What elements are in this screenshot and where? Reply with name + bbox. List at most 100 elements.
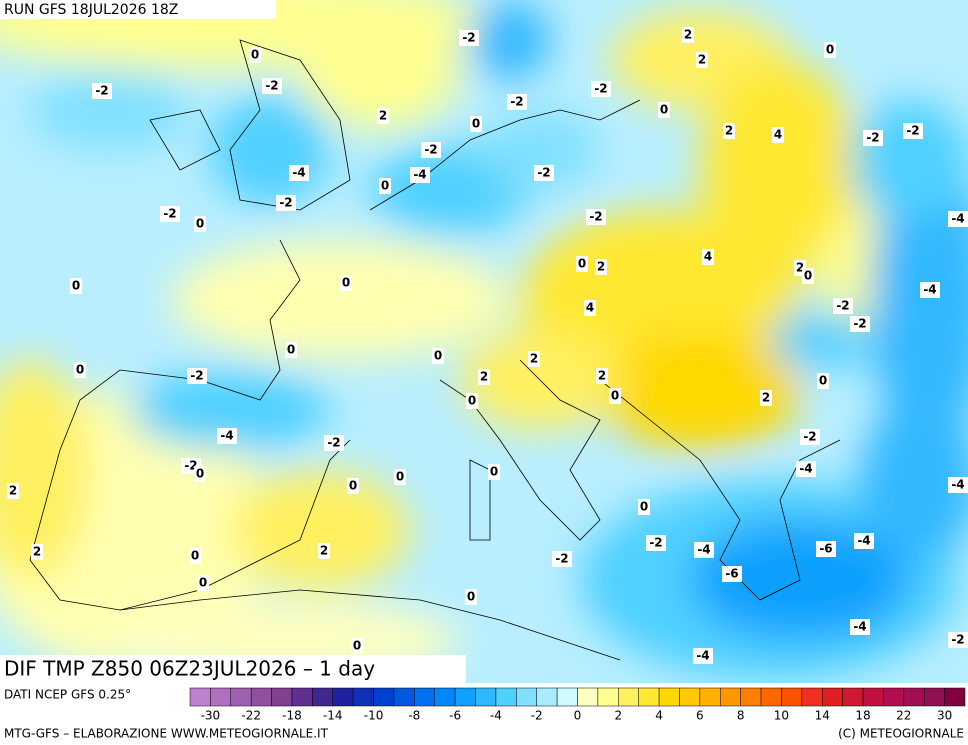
contour-label: 0: [191, 549, 199, 563]
contour-label: -4: [853, 620, 866, 634]
contour-label: -2: [265, 79, 278, 93]
colorbar-label: -6: [449, 709, 461, 723]
contour-label-box: [638, 499, 650, 515]
contour-label: 2: [379, 109, 387, 123]
contour-label: 0: [468, 394, 476, 408]
colorbar-swatch: [618, 687, 639, 707]
contour-label: -2: [589, 210, 602, 224]
contour-label: 2: [530, 352, 538, 366]
contour-label-box: [903, 123, 923, 139]
contour-label: 0: [660, 103, 668, 117]
contour-label: 2: [698, 53, 706, 67]
colorbar-swatch: [883, 687, 905, 707]
contour-label-box: [465, 589, 477, 605]
contour-label: 0: [611, 389, 619, 403]
contour-label: -2: [537, 166, 550, 180]
contour-label: -2: [866, 131, 879, 145]
contour-label: 0: [467, 590, 475, 604]
contour-label: -4: [951, 212, 964, 226]
contour-label: 0: [251, 48, 259, 62]
contour-label: 0: [396, 470, 404, 484]
contour-label: 0: [353, 639, 361, 653]
contour-label-box: [340, 275, 352, 291]
contour-label-box: [318, 543, 330, 559]
contour-label-box: [31, 544, 43, 560]
contour-label: 0: [199, 576, 207, 590]
contour-label: 2: [598, 369, 606, 383]
colorbar-swatch: [312, 687, 334, 707]
contour-label-box: [772, 127, 784, 143]
contour-label-box: [432, 348, 444, 364]
contour-label: 2: [597, 260, 605, 274]
colorbar-swatch: [475, 687, 497, 707]
colorbar-swatch: [230, 687, 252, 707]
colorbar-swatch: [373, 687, 395, 707]
colorbar-label: 0: [574, 709, 582, 723]
colorbar-swatch: [393, 687, 415, 707]
colorbar-label: 30: [937, 709, 952, 723]
map-field: [0, 0, 968, 683]
contour-label: 0: [381, 179, 389, 193]
contour-label-box: [591, 81, 611, 97]
contour-label-box: [702, 249, 714, 265]
contour-label: -2: [279, 196, 292, 210]
contour-label: 0: [578, 257, 586, 271]
contour-label: -2: [951, 633, 964, 647]
colorbar-swatch: [495, 687, 517, 707]
contour-label: 0: [434, 349, 442, 363]
contour-label-box: [262, 78, 282, 94]
colorbar-swatch: [781, 687, 803, 707]
contour-label: -2: [510, 95, 523, 109]
colorbar-label: 10: [774, 709, 789, 723]
contour-label-box: [920, 282, 940, 298]
contour-label: 2: [480, 370, 488, 384]
colorbar-label: 8: [737, 709, 745, 723]
colorbar-label: -2: [531, 709, 543, 723]
contour-label-box: [863, 130, 883, 146]
contour-label: -2: [95, 84, 108, 98]
contour-label: 2: [796, 261, 804, 275]
contour-label-box: [470, 116, 482, 132]
contour-label-box: [377, 108, 389, 124]
contour-label-box: [160, 206, 180, 222]
source-label: DATI NCEP GFS 0.25°: [4, 688, 131, 702]
contour-label-box: [833, 298, 853, 314]
contour-label-box: [351, 638, 363, 654]
colorbar-swatch: [291, 687, 313, 707]
colorbar-label: -10: [364, 709, 384, 723]
colorbar-swatch: [454, 687, 476, 707]
contour-label-box: [723, 123, 735, 139]
contour-label-box: [249, 47, 261, 63]
contour-label: 0: [640, 500, 648, 514]
contour-label: -2: [836, 299, 849, 313]
contour-label: 2: [320, 544, 328, 558]
contour-label-box: [854, 533, 874, 549]
contour-label-box: [596, 368, 608, 384]
contour-label-box: [696, 52, 708, 68]
contour-label: 0: [490, 465, 498, 479]
contour-label: 0: [472, 117, 480, 131]
colorbar-swatch: [597, 687, 619, 707]
contour-label-box: [92, 83, 112, 99]
contour-label: 0: [76, 363, 84, 377]
contour-label-box: [276, 195, 296, 211]
footer-left: MTG-GFS – ELABORAZIONE WWW.METEOGIORNALE…: [4, 727, 329, 741]
title-box: [0, 655, 466, 683]
contour-label-box: [646, 535, 666, 551]
contour-label: -4: [292, 166, 305, 180]
contour-label: 4: [586, 301, 594, 315]
run-label: RUN GFS 18JUL2026 18Z: [4, 2, 178, 18]
contour-label: 0: [804, 269, 812, 283]
contour-label: 0: [196, 467, 204, 481]
colorbar-swatch: [271, 687, 293, 707]
contour-label-box: [421, 142, 441, 158]
header-box: [0, 0, 276, 19]
colorbar-swatch: [679, 687, 701, 707]
contour-label: -2: [803, 430, 816, 444]
contour-label-box: [586, 209, 606, 225]
contour-label: -2: [555, 552, 568, 566]
contour-label: 4: [704, 250, 712, 264]
contour-label: -2: [327, 436, 340, 450]
colorbar-swatch: [434, 687, 456, 707]
